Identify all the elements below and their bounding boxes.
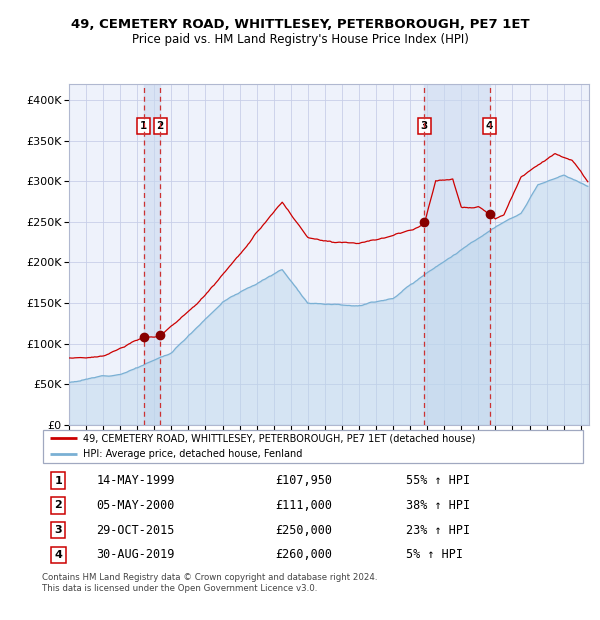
Text: 2: 2 <box>157 122 164 131</box>
Text: 14-MAY-1999: 14-MAY-1999 <box>97 474 175 487</box>
Text: 55% ↑ HPI: 55% ↑ HPI <box>406 474 470 487</box>
Text: 5% ↑ HPI: 5% ↑ HPI <box>406 549 463 561</box>
Text: £107,950: £107,950 <box>275 474 332 487</box>
Text: 3: 3 <box>421 122 428 131</box>
Text: Price paid vs. HM Land Registry's House Price Index (HPI): Price paid vs. HM Land Registry's House … <box>131 33 469 46</box>
Bar <box>424 84 490 425</box>
Text: 1: 1 <box>55 476 62 485</box>
Text: 2: 2 <box>55 500 62 510</box>
Text: 4: 4 <box>55 550 62 560</box>
FancyBboxPatch shape <box>43 430 583 463</box>
Text: £250,000: £250,000 <box>275 524 332 536</box>
Text: 49, CEMETERY ROAD, WHITTLESEY, PETERBOROUGH, PE7 1ET (detached house): 49, CEMETERY ROAD, WHITTLESEY, PETERBORO… <box>83 433 475 443</box>
Text: HPI: Average price, detached house, Fenland: HPI: Average price, detached house, Fenl… <box>83 450 302 459</box>
Text: £260,000: £260,000 <box>275 549 332 561</box>
Text: 38% ↑ HPI: 38% ↑ HPI <box>406 499 470 511</box>
Text: 05-MAY-2000: 05-MAY-2000 <box>97 499 175 511</box>
Text: 30-AUG-2019: 30-AUG-2019 <box>97 549 175 561</box>
Text: £111,000: £111,000 <box>275 499 332 511</box>
Text: 49, CEMETERY ROAD, WHITTLESEY, PETERBOROUGH, PE7 1ET: 49, CEMETERY ROAD, WHITTLESEY, PETERBORO… <box>71 19 529 31</box>
Text: Contains HM Land Registry data © Crown copyright and database right 2024.
This d: Contains HM Land Registry data © Crown c… <box>42 574 377 593</box>
Text: 3: 3 <box>55 525 62 535</box>
Text: 4: 4 <box>486 122 493 131</box>
Text: 23% ↑ HPI: 23% ↑ HPI <box>406 524 470 536</box>
Bar <box>143 84 160 425</box>
Text: 29-OCT-2015: 29-OCT-2015 <box>97 524 175 536</box>
Text: 1: 1 <box>140 122 147 131</box>
